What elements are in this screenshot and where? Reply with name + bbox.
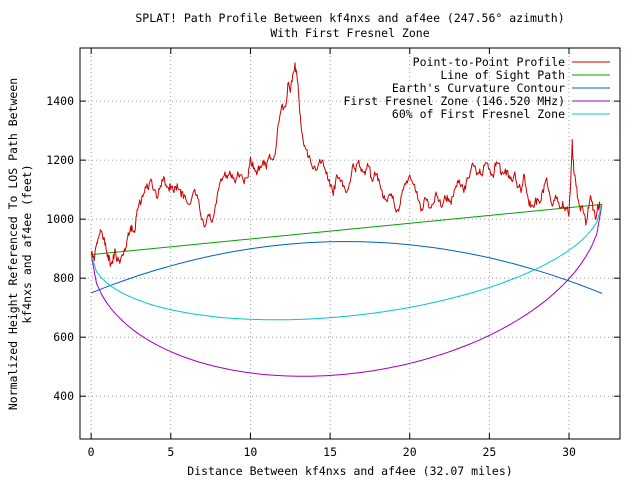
x-tick-label: 5 xyxy=(167,445,174,459)
y-tick-label: 1400 xyxy=(46,94,74,108)
fresnel-60pct-line xyxy=(90,204,603,321)
y-tick-label: 800 xyxy=(53,271,74,285)
legend-label: 60% of First Fresnel Zone xyxy=(392,107,565,121)
x-tick-label: 20 xyxy=(403,445,417,459)
chart-title: SPLAT! Path Profile Between kf4nxs and a… xyxy=(135,11,564,25)
x-tick-label: 25 xyxy=(482,445,496,459)
legend-label: Earth's Curvature Contour xyxy=(392,81,565,95)
legend-label: Point-to-Point Profile xyxy=(413,55,565,69)
y-tick-label: 600 xyxy=(53,330,74,344)
x-tick-label: 10 xyxy=(244,445,258,459)
chart-subtitle: With First Fresnel Zone xyxy=(270,26,429,40)
plot-frame xyxy=(79,47,621,440)
y-tick-label: 1000 xyxy=(46,212,74,226)
y-tick-label: 1200 xyxy=(46,153,74,167)
plot-series xyxy=(90,62,603,377)
legend-label: First Fresnel Zone (146.520 MHz) xyxy=(343,94,565,108)
x-axis-label: Distance Between kf4nxs and af4ee (32.07… xyxy=(187,464,512,478)
terrain-profile-line xyxy=(90,62,601,267)
x-tick-label: 0 xyxy=(88,445,95,459)
axis-ticks: 0 5 10 15 20 25 30 400 600 800 1000 1200 1400 xyxy=(46,48,620,459)
x-tick-label: 15 xyxy=(323,445,337,459)
earth-curvature-line xyxy=(91,241,603,294)
fresnel-zone-line xyxy=(90,204,603,377)
y-axis-label-line2: kf4nxs and af4ee (feet) xyxy=(20,164,34,323)
legend-label: Line of Sight Path xyxy=(440,68,565,82)
line-of-sight-line xyxy=(91,203,603,256)
x-tick-label: 30 xyxy=(562,445,576,459)
y-axis-label-line1: Normalized Height Referenced To LOS Path… xyxy=(6,78,20,410)
y-tick-label: 400 xyxy=(53,389,74,403)
